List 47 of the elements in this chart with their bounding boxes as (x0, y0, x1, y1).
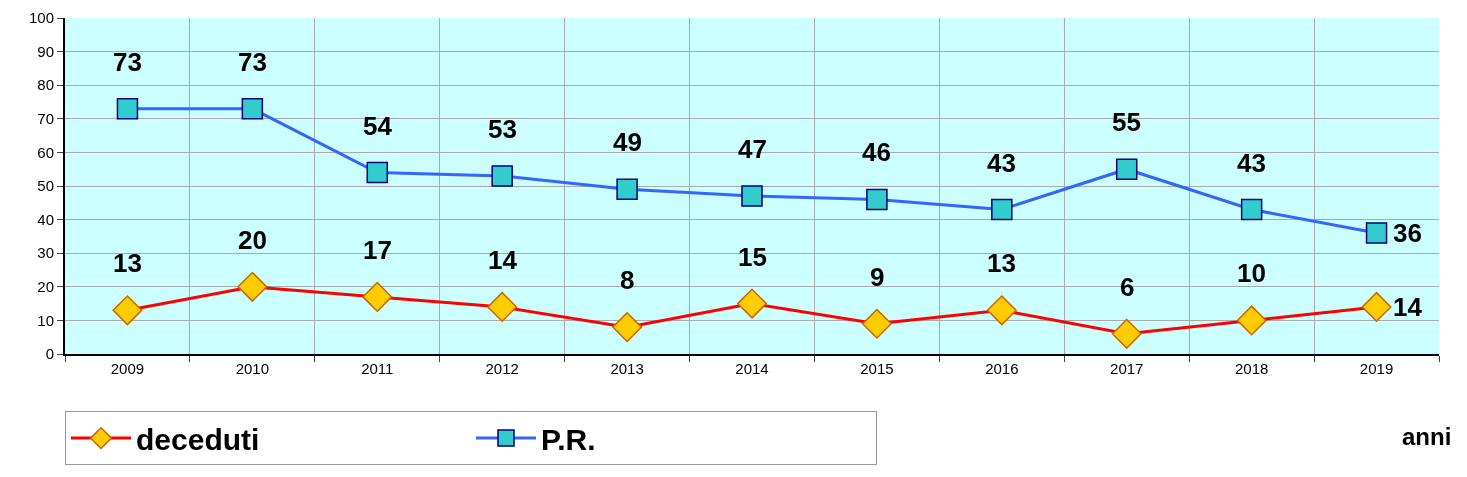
x-tick-label: 2010 (235, 360, 270, 377)
y-tick-label: 40 (37, 210, 54, 228)
x-axis-title: anni (1402, 423, 1452, 450)
data-label: 54 (363, 111, 393, 141)
x-tick-label: 2018 (1234, 360, 1269, 377)
y-tick-label: 10 (37, 311, 54, 329)
data-label: 17 (363, 235, 392, 265)
y-tick-label: 20 (37, 278, 54, 296)
data-label: 14 (488, 245, 518, 275)
data-label: 36 (1393, 218, 1422, 248)
y-tick-label: 50 (37, 177, 54, 195)
x-tick-label: 2014 (735, 360, 769, 377)
data-label: 14 (1393, 292, 1423, 322)
y-tick-label: 60 (37, 143, 54, 161)
data-label: 53 (488, 114, 517, 144)
data-label: 6 (1120, 272, 1135, 302)
x-tick-label: 2013 (610, 360, 644, 377)
data-label: 8 (620, 265, 635, 295)
x-tick-label: 2012 (485, 360, 519, 377)
legend-label: deceduti (136, 422, 260, 456)
y-tick-label: 0 (45, 345, 54, 363)
data-label: 9 (870, 262, 885, 292)
x-tick-label: 2019 (1359, 360, 1394, 377)
data-label: 49 (613, 127, 642, 157)
data-label: 55 (1112, 107, 1141, 137)
x-tick-label: 2017 (1110, 360, 1144, 377)
data-label: 43 (987, 148, 1016, 178)
legend-label: P.R. (541, 422, 596, 456)
data-label: 43 (1237, 148, 1266, 178)
data-label: 20 (238, 225, 267, 255)
x-tick-label: 2009 (110, 360, 145, 377)
data-label: 73 (113, 47, 142, 77)
y-tick-label: 90 (37, 42, 54, 60)
data-label: 13 (987, 248, 1016, 278)
y-tick-label: 80 (37, 76, 54, 94)
data-label: 73 (238, 47, 267, 77)
data-label: 46 (862, 137, 891, 167)
data-label: 15 (738, 242, 767, 272)
y-tick-label: 70 (37, 110, 54, 128)
x-tick-label: 2011 (361, 360, 394, 377)
data-label: 47 (738, 134, 767, 164)
x-tick-label: 2015 (860, 360, 894, 377)
x-tick-label: 2016 (985, 360, 1019, 377)
y-tick-label: 30 (37, 244, 54, 262)
data-label: 10 (1237, 258, 1266, 288)
data-label: 13 (113, 248, 142, 278)
y-tick-label: 100 (28, 9, 54, 27)
